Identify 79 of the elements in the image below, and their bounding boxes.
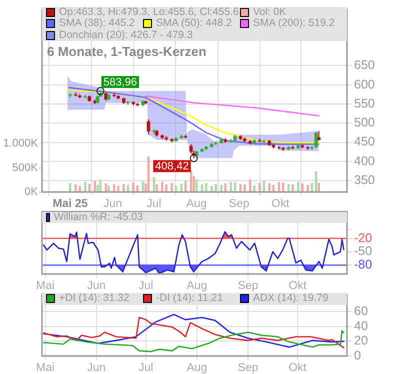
bar xyxy=(74,184,77,192)
x-tick-label: Jun xyxy=(103,198,122,210)
y-tick-label: 550 xyxy=(354,96,375,110)
bar xyxy=(84,182,86,192)
bar xyxy=(297,182,300,192)
bar xyxy=(156,184,158,192)
legend-label: SMA (200): 519.2 xyxy=(253,17,335,30)
bar xyxy=(306,184,309,192)
y-tick-label: 60 xyxy=(354,304,368,318)
candlestick xyxy=(189,144,193,154)
y2-tick-label: 500K xyxy=(12,162,39,174)
bar xyxy=(113,184,116,192)
legend-label: -DI (14): 11.21 xyxy=(156,292,223,305)
x-tick-label: Okt xyxy=(288,280,308,292)
legend-label: SMA (50): 448.2 xyxy=(156,17,232,30)
bar xyxy=(258,182,261,192)
bar xyxy=(220,184,222,192)
annotation: 408,42 xyxy=(155,160,189,173)
bar xyxy=(249,180,252,192)
text: 6 Monate, 1-Tages-Kerzen xyxy=(47,44,206,59)
bar xyxy=(165,184,168,192)
bar xyxy=(122,184,125,192)
y-tick-label: -20 xyxy=(354,230,372,245)
y-tick-label: -80 xyxy=(354,258,372,272)
candlestick xyxy=(146,118,150,136)
legend-label: William %R: -45.03 xyxy=(54,210,143,223)
bar xyxy=(210,186,213,192)
bar xyxy=(117,186,120,192)
legend-label: Op:463.3, Hi:479.3, Lo:455.6, Cl:455.6 xyxy=(59,6,239,18)
x-tick-label: Jul xyxy=(138,362,154,374)
x-tick-label: Okt xyxy=(271,198,290,210)
bar xyxy=(244,184,246,192)
x-tick-label: Mai xyxy=(36,362,55,374)
x-tick-label: Aug xyxy=(186,280,208,292)
legend-label: SMA (38): 445.2 xyxy=(59,17,135,30)
y-tick-label: 600 xyxy=(354,77,375,92)
y2-tick-label: 1.000K xyxy=(3,138,39,150)
y-tick-label: 450 xyxy=(354,134,375,149)
legend-label: Donchian (20): 426.7 - 479.3 xyxy=(59,28,193,41)
bar xyxy=(161,182,164,192)
y-tick-label: 0 xyxy=(354,348,361,362)
bar xyxy=(318,182,320,192)
x-tick-label: Jun xyxy=(87,362,106,374)
x-tick-label: Sep xyxy=(238,362,258,374)
x-tick-label: Jul xyxy=(138,280,154,292)
bar xyxy=(205,182,208,192)
y-tick-label: 40 xyxy=(354,318,368,333)
x-tick-label: Jul xyxy=(146,198,162,210)
x-tick-label: Okt xyxy=(288,362,308,374)
bar xyxy=(301,183,304,192)
bar xyxy=(253,185,256,192)
x-tick-label: Aug xyxy=(186,198,207,210)
bar xyxy=(108,185,110,192)
legend-label: Vol: 0K xyxy=(253,6,286,18)
x-tick-label: Mai 25 xyxy=(52,198,88,210)
x-tick-label: Aug xyxy=(186,362,208,374)
y-tick-label: -50 xyxy=(354,244,372,258)
x-tick-label: Sep xyxy=(238,280,258,292)
x-tick-label: Sep xyxy=(228,198,250,210)
y-tick-label: 350 xyxy=(354,172,375,187)
legend-label: +DI (14): 31.32 xyxy=(59,292,130,305)
bar xyxy=(69,182,72,192)
y-tick-label: 20 xyxy=(354,334,368,348)
x-tick-label: Mai xyxy=(36,280,55,292)
bar xyxy=(78,186,81,192)
y-tick-label: 650 xyxy=(354,58,375,72)
bar xyxy=(126,184,129,192)
candlestick xyxy=(314,131,318,148)
y-tick-label: 400 xyxy=(354,154,375,168)
bar xyxy=(214,184,217,192)
y-tick-label: 500 xyxy=(354,116,375,130)
bar xyxy=(132,182,134,192)
bar xyxy=(292,184,294,192)
y2-tick-label: 0K xyxy=(24,186,39,198)
annotation: 583,96 xyxy=(103,76,138,89)
bar xyxy=(170,182,173,192)
legend-label: ADX (14): 19.79 xyxy=(253,292,328,305)
x-tick-label: Jun xyxy=(87,280,106,292)
bar xyxy=(268,183,271,192)
